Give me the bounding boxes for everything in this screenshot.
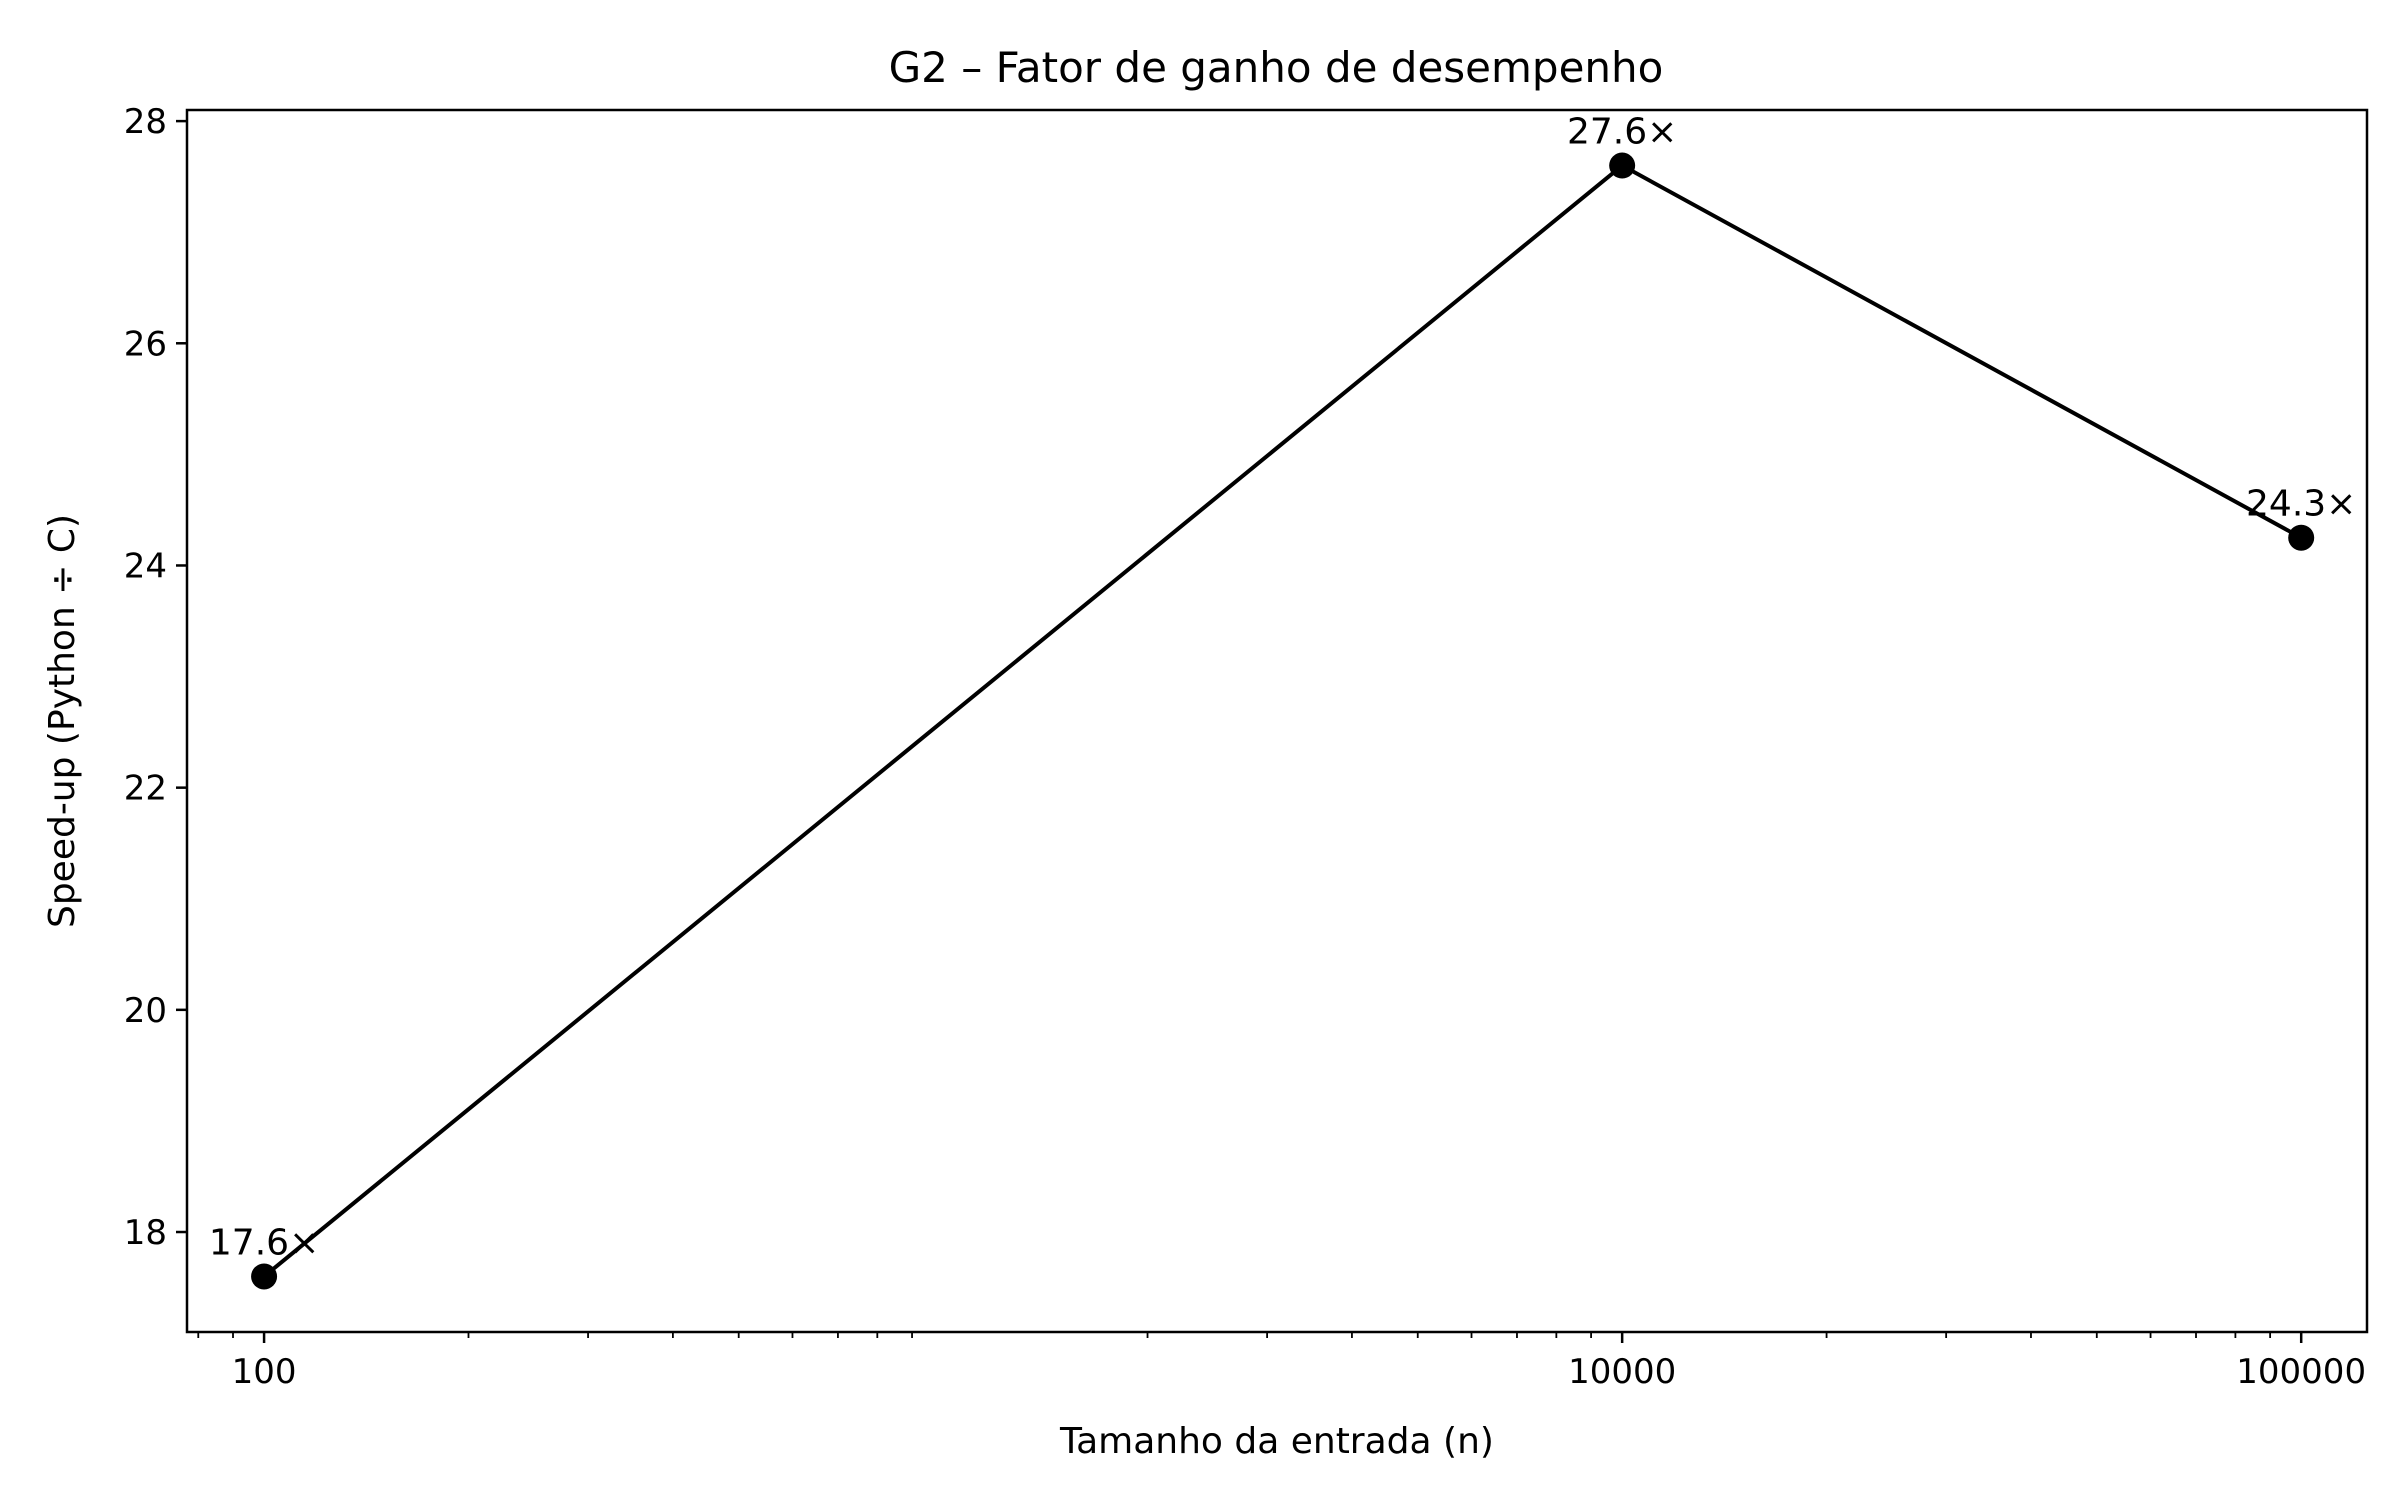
y-tick-label: 18 [124, 1213, 167, 1253]
series-line [262, 163, 2303, 1279]
data-point [251, 1263, 278, 1290]
x-axis-label: Tamanho da entrada (n) [1059, 1421, 1494, 1462]
y-axis: 18 20 22 24 26 28 [124, 102, 187, 1253]
data-label: 17.6× [209, 1222, 319, 1263]
y-axis-label: Speed-up (Python ÷ C) [42, 514, 83, 928]
data-label: 24.3× [2246, 484, 2356, 525]
y-tick-label: 20 [124, 991, 167, 1031]
x-tick-label: 100 [232, 1352, 297, 1392]
y-tick-label: 28 [124, 102, 167, 142]
y-tick-label: 22 [124, 769, 167, 809]
data-label: 27.6× [1567, 112, 1677, 153]
y-tick-label: 26 [124, 324, 167, 364]
x-tick-label: 10000 [1568, 1352, 1676, 1392]
data-point [2288, 524, 2315, 551]
y-tick-label: 24 [124, 546, 167, 586]
x-axis: 100 10000 100000 [197, 1332, 2366, 1392]
plot-area-frame [185, 108, 2369, 1334]
data-point [1609, 152, 1636, 179]
x-tick-label: 100000 [2236, 1352, 2366, 1392]
data-series: 17.6× 27.6× 24.3× [209, 112, 2356, 1290]
chart-title: G2 – Fator de ganho de desempenho [889, 43, 1664, 92]
